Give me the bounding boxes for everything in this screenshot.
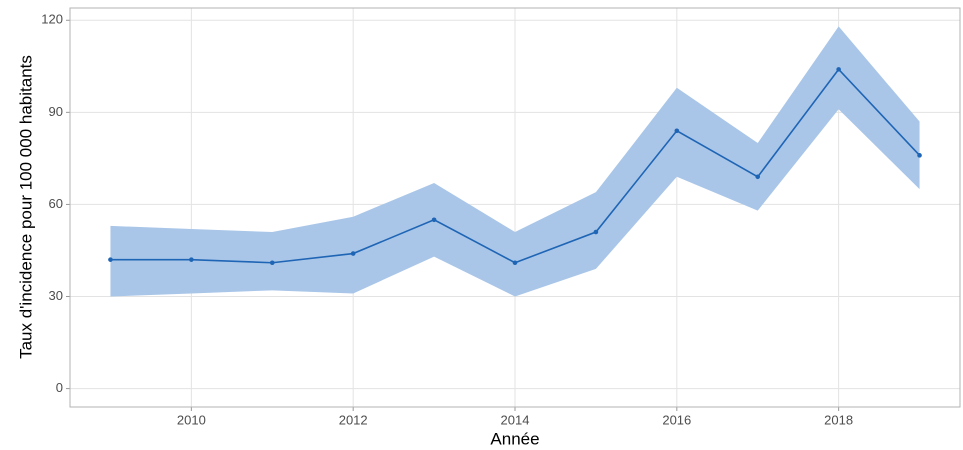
x-tick-label: 2014	[501, 412, 530, 427]
point	[269, 260, 275, 266]
y-tick-label: 60	[49, 196, 63, 211]
point	[674, 128, 680, 134]
x-axis-title: Année	[490, 429, 539, 448]
point	[189, 257, 194, 262]
x-tick-label: 2010	[177, 412, 206, 427]
x-tick-label: 2012	[339, 412, 368, 427]
plot-border	[69, 7, 961, 408]
y-tick-label: 90	[49, 104, 63, 119]
point	[512, 260, 518, 266]
point	[593, 229, 599, 235]
point	[350, 251, 356, 256]
y-tick-label: 30	[49, 288, 63, 303]
confidence-band	[110, 26, 920, 297]
point	[755, 174, 761, 180]
point	[431, 217, 437, 223]
y-tick-label: 0	[56, 380, 63, 395]
point	[108, 257, 113, 262]
x-tick-label: 2018	[824, 412, 853, 427]
point	[836, 67, 841, 72]
point	[917, 153, 922, 158]
y-axis-title: Taux d'incidence pour 100 000 habitants	[16, 55, 35, 359]
y-tick-label: 120	[41, 12, 63, 27]
x-tick-label: 2016	[662, 412, 691, 427]
